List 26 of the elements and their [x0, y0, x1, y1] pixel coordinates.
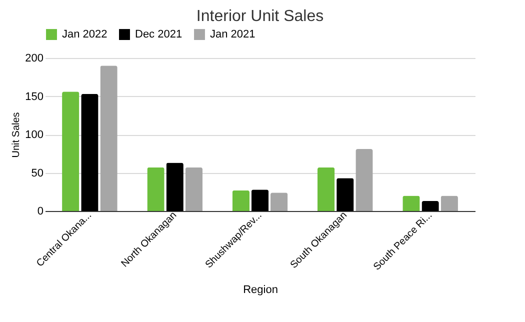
- chart-title: Interior Unit Sales: [196, 8, 324, 25]
- y-tick-label: 50: [31, 167, 44, 180]
- bar: [185, 167, 203, 211]
- y-tick-label: 150: [25, 90, 44, 103]
- y-tick-label: 100: [25, 129, 44, 141]
- bar: [251, 190, 269, 211]
- bar: [232, 190, 250, 211]
- bar: [81, 94, 98, 211]
- bar: [62, 92, 80, 211]
- bar: [317, 167, 335, 211]
- bar: [100, 66, 118, 211]
- bar: [440, 196, 458, 211]
- legend-label: Dec 2021: [135, 28, 182, 41]
- bar: [270, 192, 288, 211]
- bar: [422, 201, 439, 211]
- y-axis-title: Unit Sales: [11, 112, 22, 158]
- x-axis-title: Region: [243, 284, 278, 296]
- legend-label: Jan 2022: [62, 28, 108, 41]
- legend-label: Jan 2021: [210, 28, 256, 41]
- y-tick-label: 200: [25, 52, 44, 64]
- y-tick-label: 0: [37, 206, 44, 218]
- bar: [166, 162, 184, 211]
- bar: [336, 178, 354, 211]
- bar: [147, 167, 164, 211]
- bar: [356, 149, 373, 211]
- bar: [402, 196, 420, 211]
